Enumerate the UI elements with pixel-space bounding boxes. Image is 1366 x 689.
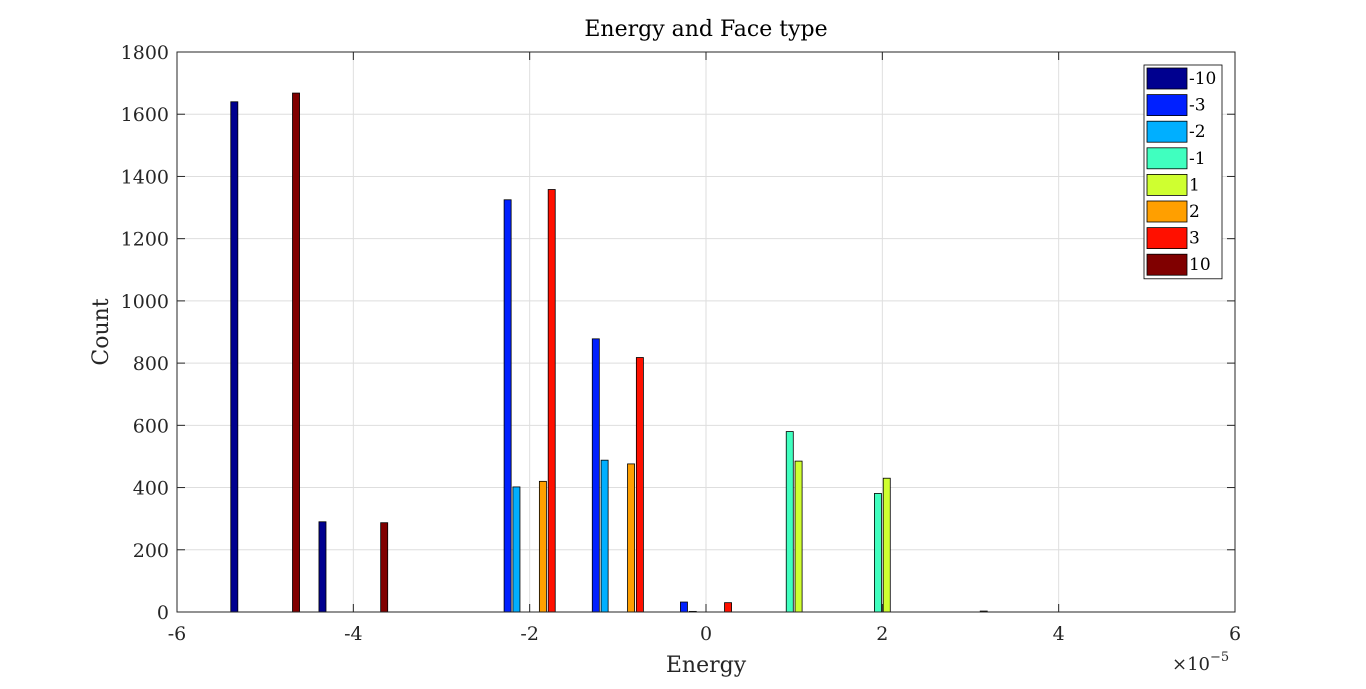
y-tick-label: 600 [133, 415, 169, 437]
legend-swatch [1146, 173, 1188, 196]
y-tick-label: 800 [133, 353, 169, 375]
bar [600, 459, 609, 613]
legend-label: -3 [1189, 96, 1206, 116]
legend-swatch [1146, 120, 1188, 143]
bar [882, 477, 891, 613]
legend-label: 1 [1189, 175, 1200, 195]
x-tick-label: 0 [700, 623, 712, 645]
legend-label: 10 [1189, 255, 1211, 275]
legend-swatch [1146, 200, 1188, 223]
legend: -10 -3 -2 -1 1 2 3 10 [1143, 64, 1223, 280]
bar [547, 189, 556, 613]
bar [591, 338, 600, 613]
ticks: -6 -4 -2 0 2 4 6 0 200 400 600 800 1000 1200 1400 1600 1… [121, 42, 1241, 645]
y-tick-label: 1000 [121, 291, 169, 313]
legend-label: -2 [1189, 122, 1206, 142]
legend-swatch [1146, 67, 1188, 90]
legend-swatch [1146, 94, 1188, 116]
bar [627, 463, 635, 613]
y-tick-label: 1600 [121, 104, 169, 126]
x-axis-label: Energy [666, 653, 747, 678]
x-tick-label: 2 [876, 623, 888, 645]
bar [785, 431, 794, 613]
x-multiplier-exponent: −5 [1210, 650, 1229, 665]
x-tick-label: -4 [344, 623, 363, 645]
y-tick-label: 1400 [121, 166, 169, 188]
bar [874, 493, 882, 613]
y-tick-label: 1200 [121, 229, 169, 251]
legend-label: -10 [1189, 69, 1216, 89]
bar [512, 486, 521, 613]
bar [680, 601, 688, 613]
bar [230, 101, 239, 613]
y-tick-label: 400 [133, 478, 169, 500]
legend-label: 2 [1189, 202, 1200, 222]
bar [724, 602, 732, 613]
y-axis-label: Count [89, 298, 114, 365]
bar [503, 199, 512, 613]
x-tick-label: 4 [1053, 623, 1065, 645]
bar [635, 357, 644, 613]
x-tick-label: -6 [168, 623, 187, 645]
legend-swatch [1146, 147, 1188, 170]
y-tick-label: 200 [133, 540, 169, 562]
bar [318, 521, 327, 613]
x-multiplier: ×10−5 [1172, 650, 1229, 675]
bar [292, 92, 300, 613]
x-tick-label: -2 [520, 623, 539, 645]
x-multiplier-base: ×10 [1172, 654, 1210, 675]
x-tick-label: 6 [1229, 623, 1241, 645]
y-tick-label: 0 [157, 602, 169, 624]
bar [794, 460, 803, 613]
y-tick-label: 1800 [121, 42, 169, 64]
chart-title: Energy and Face type [584, 17, 827, 42]
bar [538, 480, 547, 613]
legend-label: 3 [1189, 229, 1200, 249]
bar [380, 522, 389, 613]
legend-swatch [1146, 227, 1188, 250]
legend-swatch [1146, 253, 1188, 276]
legend-label: -1 [1189, 149, 1206, 169]
bars [230, 92, 988, 613]
